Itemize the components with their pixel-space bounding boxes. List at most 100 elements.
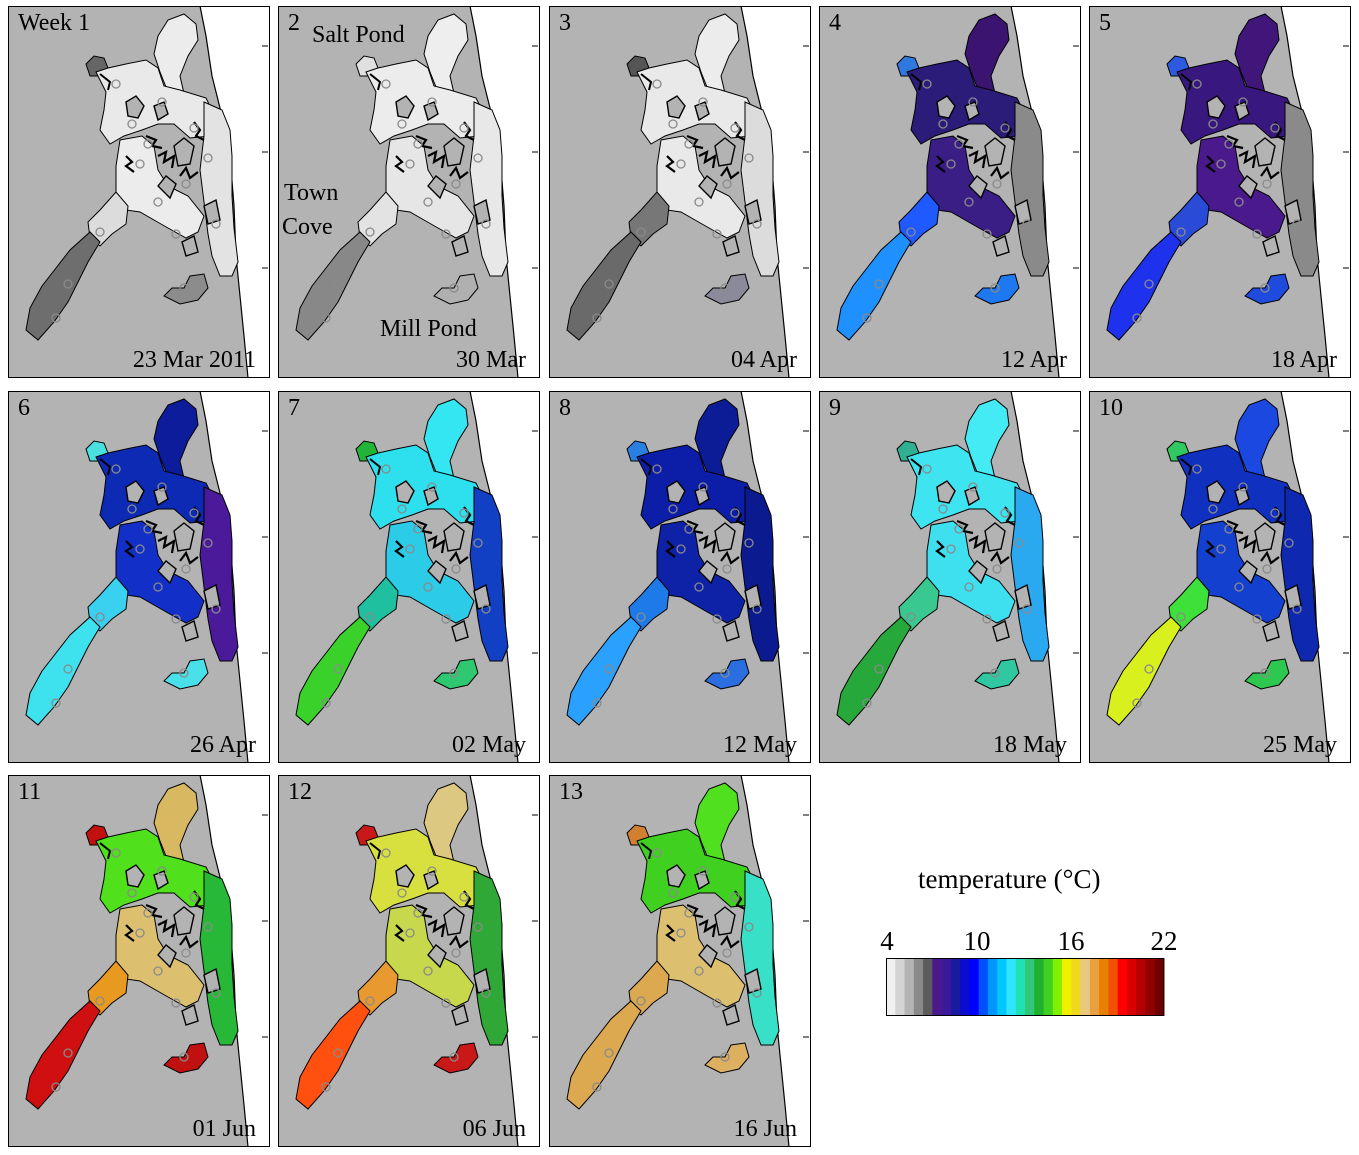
water-region-mill [433, 273, 479, 305]
station-marker [449, 283, 459, 293]
station-marker [427, 482, 437, 492]
station-marker [694, 582, 704, 592]
marsh-island [443, 522, 465, 552]
marsh-channel [124, 540, 135, 558]
date-label: 12 Apr [1001, 347, 1067, 373]
station-marker [1224, 524, 1234, 534]
map-panel: 9 18 May [819, 391, 1081, 763]
station-marker [111, 464, 121, 474]
station-marker [712, 998, 722, 1008]
marsh-island [1206, 480, 1226, 504]
station-marker [1260, 283, 1270, 293]
channel-line [369, 458, 382, 476]
water-region-north [964, 398, 1010, 496]
marsh-channel [1260, 550, 1280, 565]
marsh-channel [427, 150, 446, 169]
station-marker [157, 866, 167, 876]
place-label-salt-pond: Salt Pond [312, 22, 405, 48]
station-marker [712, 229, 722, 239]
marsh-channel [686, 903, 704, 919]
colorbar-swatch [904, 958, 915, 1016]
estuary-map [8, 6, 270, 378]
water-region-ocean-side [1010, 101, 1050, 277]
place-label-town-cove: Town [284, 180, 339, 206]
station-marker [1262, 179, 1272, 189]
marsh-channel [968, 535, 987, 554]
station-marker [874, 279, 884, 289]
marsh-channel [145, 519, 163, 535]
station-marker [157, 97, 167, 107]
water-region-north [153, 782, 199, 880]
station-marker [405, 159, 415, 169]
water-region-north [1234, 13, 1280, 111]
water-region-mill [433, 658, 479, 690]
station-marker [676, 159, 686, 169]
station-marker [954, 139, 964, 149]
water-region-town-cove [628, 191, 670, 247]
station-marker [365, 612, 375, 622]
marsh-channel [698, 150, 717, 169]
marsh-island [1234, 486, 1250, 507]
station-marker [730, 508, 740, 518]
station-marker [722, 948, 732, 958]
station-marker [698, 482, 708, 492]
marsh-island [744, 583, 762, 610]
station-marker [203, 922, 213, 932]
week-label: 7 [288, 395, 300, 421]
estuary-map [549, 6, 811, 378]
colorbar-swatch [1015, 958, 1026, 1016]
marsh-island [153, 486, 169, 507]
channel-line [369, 842, 382, 860]
station-marker [964, 582, 974, 592]
station-marker [636, 227, 646, 237]
marsh-channel [990, 550, 1010, 565]
marsh-island [1234, 101, 1250, 122]
marsh-island [203, 198, 221, 225]
marsh-island [473, 583, 491, 610]
marsh-island [694, 101, 710, 122]
marsh-island [722, 1003, 740, 1026]
station-marker [179, 668, 189, 678]
estuary-map [278, 6, 540, 378]
marsh-island [423, 101, 439, 122]
water-region-lower [295, 616, 371, 726]
station-marker [51, 1082, 61, 1092]
marsh-island [968, 175, 988, 200]
map-panel: 11 01 Jun [8, 775, 270, 1147]
place-label-town-cove: Cove [282, 214, 333, 240]
water-region-town-cove [1168, 191, 1210, 247]
water-region-north [423, 398, 469, 496]
water-region-north [694, 13, 740, 111]
colorbar-swatch [932, 958, 943, 1016]
water-region-ocean-side [740, 486, 780, 662]
date-label: 01 Jun [192, 1116, 256, 1142]
marsh-channel [935, 540, 946, 558]
water-region-ocean-side [1280, 101, 1320, 277]
marsh-island [427, 944, 447, 969]
marsh-island [714, 522, 736, 552]
station-marker [1132, 698, 1142, 708]
colorbar-swatch [941, 958, 952, 1016]
station-marker [181, 179, 191, 189]
station-marker [1216, 159, 1226, 169]
marsh-channel [1226, 519, 1244, 535]
water-region-mill [974, 658, 1020, 690]
station-marker [1192, 79, 1202, 89]
marsh-island [744, 198, 762, 225]
station-marker [171, 229, 181, 239]
station-marker [982, 229, 992, 239]
week-label: Week 1 [18, 10, 91, 36]
water-region-mill [163, 273, 209, 305]
marsh-island [451, 619, 469, 642]
date-label: 16 Jun [733, 1116, 797, 1142]
marsh-island [423, 870, 439, 891]
marsh-island [181, 234, 199, 257]
marsh-channel [956, 134, 974, 150]
week-label: 11 [18, 779, 42, 805]
station-marker [720, 668, 730, 678]
station-marker [481, 988, 491, 998]
station-marker [365, 996, 375, 1006]
map-panel: 13 16 Jun [549, 775, 811, 1147]
marsh-island [451, 234, 469, 257]
water-region-lower [1106, 616, 1182, 726]
